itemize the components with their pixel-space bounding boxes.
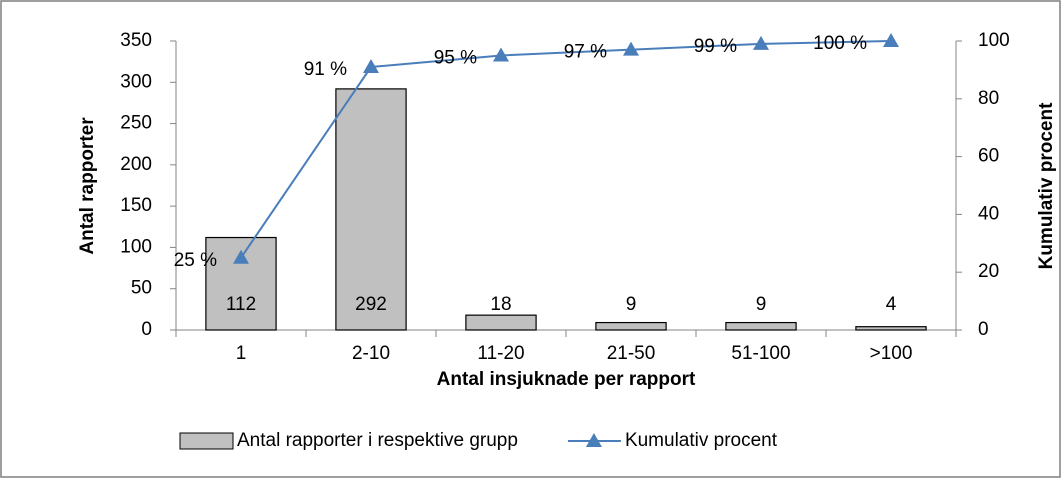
- bar-value-label: 292: [355, 294, 387, 315]
- y-tick-label: 50: [131, 278, 152, 299]
- bar-value-label: 9: [626, 294, 637, 315]
- line-marker: [233, 249, 249, 264]
- y-tick-label: 0: [141, 319, 152, 340]
- y2-axis-title: Kumulativ procent: [1036, 102, 1057, 269]
- y-tick-label: 100: [120, 236, 152, 257]
- line-value-label: 100 %: [813, 33, 867, 54]
- bar-value-label: 112: [226, 294, 256, 315]
- y2-tick-label: 40: [978, 203, 999, 224]
- y2-tick-label: 60: [978, 146, 999, 167]
- bar: [465, 314, 537, 331]
- x-tick-label: 51-100: [731, 343, 790, 364]
- line-value-label: 25 %: [174, 250, 217, 271]
- x-tick-label: 21-50: [607, 343, 656, 364]
- line-value-label: 91 %: [304, 59, 347, 80]
- bar: [335, 88, 407, 331]
- x-axis-title: Antal insjuknade per rapport: [437, 369, 696, 390]
- line-marker: [883, 33, 899, 47]
- bar: [725, 321, 797, 331]
- line-value-label: 99 %: [694, 36, 737, 57]
- y-tick-label: 350: [120, 30, 152, 51]
- line-marker: [363, 59, 379, 74]
- legend-marker: [585, 433, 602, 447]
- y2-tick-label: 100: [978, 30, 1010, 51]
- bar: [855, 326, 927, 331]
- line-marker: [753, 35, 769, 50]
- x-tick-label: >100: [870, 343, 913, 364]
- legend-label: Antal rapporter i respektive grupp: [237, 430, 518, 451]
- bar-value-label: 4: [886, 294, 897, 315]
- line-marker: [493, 47, 509, 62]
- legend-label: Kumulativ procent: [625, 430, 778, 451]
- line-value-label: 95 %: [434, 47, 477, 68]
- y-tick-label: 200: [120, 154, 152, 175]
- bar: [595, 321, 667, 331]
- x-tick-label: 1: [236, 343, 247, 364]
- line-marker: [623, 41, 639, 56]
- x-tick-label: 11-20: [477, 343, 524, 364]
- y-axis-title: Antal rapporter: [77, 117, 98, 255]
- y2-tick-label: 20: [978, 261, 999, 282]
- bar-value-label: 9: [756, 294, 767, 315]
- x-tick-label: 2-10: [352, 343, 390, 364]
- legend-swatch: [179, 432, 234, 450]
- y-tick-label: 250: [120, 113, 152, 134]
- line-value-label: 97 %: [564, 42, 607, 63]
- y2-tick-label: 0: [978, 319, 989, 340]
- y-tick-label: 150: [120, 195, 152, 216]
- bar-value-label: 18: [490, 294, 511, 315]
- line: [240, 40, 892, 259]
- y2-tick-label: 80: [978, 88, 999, 109]
- y-tick-label: 300: [120, 71, 152, 92]
